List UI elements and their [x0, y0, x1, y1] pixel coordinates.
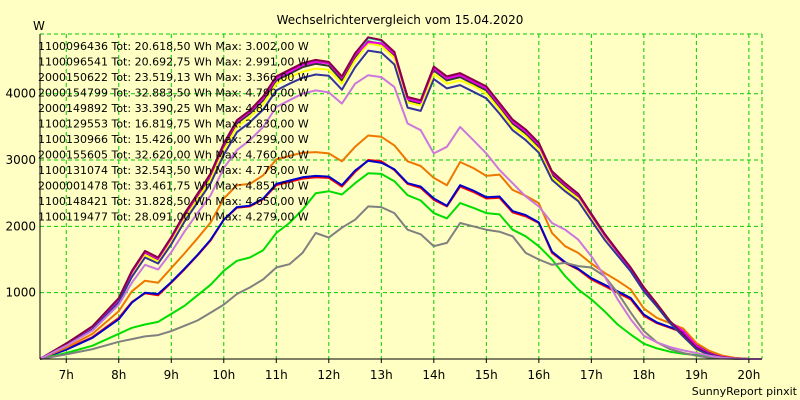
legend-entry: 2000001478 Tot: 33.461,75 Wh Max: 4.851,… [38, 180, 309, 193]
legend-entry: 2000154799 Tot: 32.883,50 Wh Max: 4.790,… [38, 87, 309, 100]
legend-entry: 2000150622 Tot: 23.519,13 Wh Max: 3.366,… [38, 71, 309, 84]
legend-entry: 1100129553 Tot: 16.819,75 Wh Max: 2.830,… [38, 118, 309, 131]
x-tick-label: 13h [370, 368, 393, 382]
x-tick-label: 20h [737, 368, 760, 382]
chart-title: Wechselrichtervergleich vom 15.04.2020 [277, 13, 524, 27]
legend-entry: 1100096436 Tot: 20.618,50 Wh Max: 3.002,… [38, 40, 309, 53]
series-line-1100129553 [39, 172, 762, 360]
legend-entry: 1100096541 Tot: 20.692,75 Wh Max: 2.991,… [38, 56, 309, 69]
y-tick-label: 2000 [5, 219, 36, 233]
x-tick-label: 15h [475, 368, 498, 382]
legend-entry: 1100130966 Tot: 15.426,00 Wh Max: 2.299,… [38, 133, 309, 146]
series-line-1100148421 [39, 49, 762, 360]
legend-entry: 1100148421 Tot: 31.828,50 Wh Max: 4.650,… [38, 195, 309, 208]
y-tick-label: 1000 [5, 286, 36, 300]
x-tick-label: 18h [632, 368, 655, 382]
legend-entry: 1100131074 Tot: 32.543,50 Wh Max: 4.778,… [38, 164, 309, 177]
x-tick-label: 14h [422, 368, 445, 382]
x-tick-label: 16h [527, 368, 550, 382]
legend-entry: 2000149892 Tot: 33.390,25 Wh Max: 4.840,… [38, 102, 309, 115]
x-tick-label: 10h [212, 368, 235, 382]
x-tick-label: 11h [265, 368, 288, 382]
series-line-2000150622 [39, 134, 762, 360]
legend-entry: 1100119477 Tot: 28.091,00 Wh Max: 4.279,… [38, 211, 309, 224]
series-line-1100119477 [39, 74, 762, 360]
x-tick-label: 19h [685, 368, 708, 382]
y-tick-label: 3000 [5, 153, 36, 167]
legend-entry: 2000155605 Tot: 32.620,00 Wh Max: 4.760,… [38, 149, 309, 162]
series-line-2000001478 [39, 36, 762, 360]
legend: 1100096436 Tot: 20.618,50 Wh Max: 3.002,… [38, 40, 309, 224]
grid [40, 33, 763, 359]
x-tick-label: 17h [580, 368, 603, 382]
series-line-1100130966 [39, 205, 762, 360]
series-line-1100096541 [39, 159, 762, 360]
axes: 1000 2000 3000 4000 7h 8h 9h 10h 11h 12h 13h 14h 15h… [5, 34, 762, 382]
series-lines [39, 36, 762, 360]
x-tick-label: 12h [317, 368, 340, 382]
x-tick-label: 7h [59, 368, 74, 382]
y-tick-label: 4000 [5, 87, 36, 101]
x-tick-label: 8h [111, 368, 126, 382]
x-tick-label: 9h [164, 368, 179, 382]
footer-label: SunnyReport pinxit [692, 385, 798, 398]
y-axis-label: W [33, 19, 45, 33]
